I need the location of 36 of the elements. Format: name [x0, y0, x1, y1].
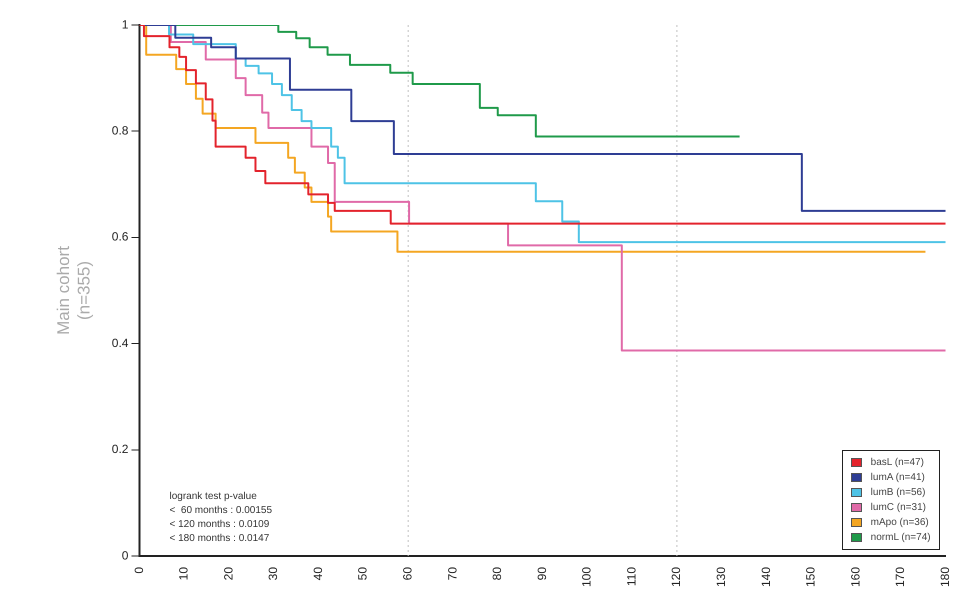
y-tick-label: 0.6 [112, 230, 129, 244]
x-tick-label: 170 [893, 566, 908, 588]
y-tick-label: 0.8 [112, 124, 129, 138]
y-tick-label: 1 [122, 17, 129, 32]
y-tick-label: 0 [122, 548, 129, 562]
x-tick-label: 130 [714, 566, 728, 588]
x-tick-label: 90 [534, 566, 549, 580]
x-tick-label: 140 [758, 566, 773, 588]
x-tick-label: 160 [848, 566, 862, 588]
x-tick-label: 80 [490, 566, 504, 580]
annotation: < 120 months : 0.0109 [169, 518, 270, 530]
x-tick-label: 10 [176, 566, 191, 580]
legend-label: lumC (n=31) [870, 502, 926, 513]
y-tick-label: 0.2 [112, 442, 129, 456]
x-tick-label: 40 [310, 566, 325, 580]
annotation: logrank test p-value [169, 490, 258, 502]
x-tick-label: 120 [669, 566, 684, 588]
x-tick-label: 60 [400, 566, 414, 580]
x-tick-label: 70 [445, 566, 460, 580]
x-tick-label: 150 [804, 566, 818, 588]
x-tick-label: 180 [938, 566, 952, 588]
legend-label: mApo (n=36) [870, 516, 929, 528]
legend-label: basL (n=47) [870, 456, 924, 468]
annotation: < 180 months : 0.0147 [169, 532, 270, 544]
legend-label: lumA (n=41) [870, 472, 925, 483]
x-tick-label: 50 [356, 566, 370, 580]
y-tick-label: 0.4 [112, 336, 129, 350]
x-tick-label: 20 [221, 566, 236, 580]
x-tick-label: 110 [624, 566, 638, 586]
legend-label: normL (n=74) [870, 532, 931, 543]
annotation: < 60 months : 0.00155 [169, 504, 272, 516]
x-tick-label: 0 [132, 566, 146, 574]
x-tick-label: 100 [580, 566, 594, 588]
y-axis-title: Main cohort (n=355) [54, 246, 94, 335]
x-tick-label: 30 [266, 566, 280, 580]
legend-label: lumB (n=56) [870, 486, 926, 498]
